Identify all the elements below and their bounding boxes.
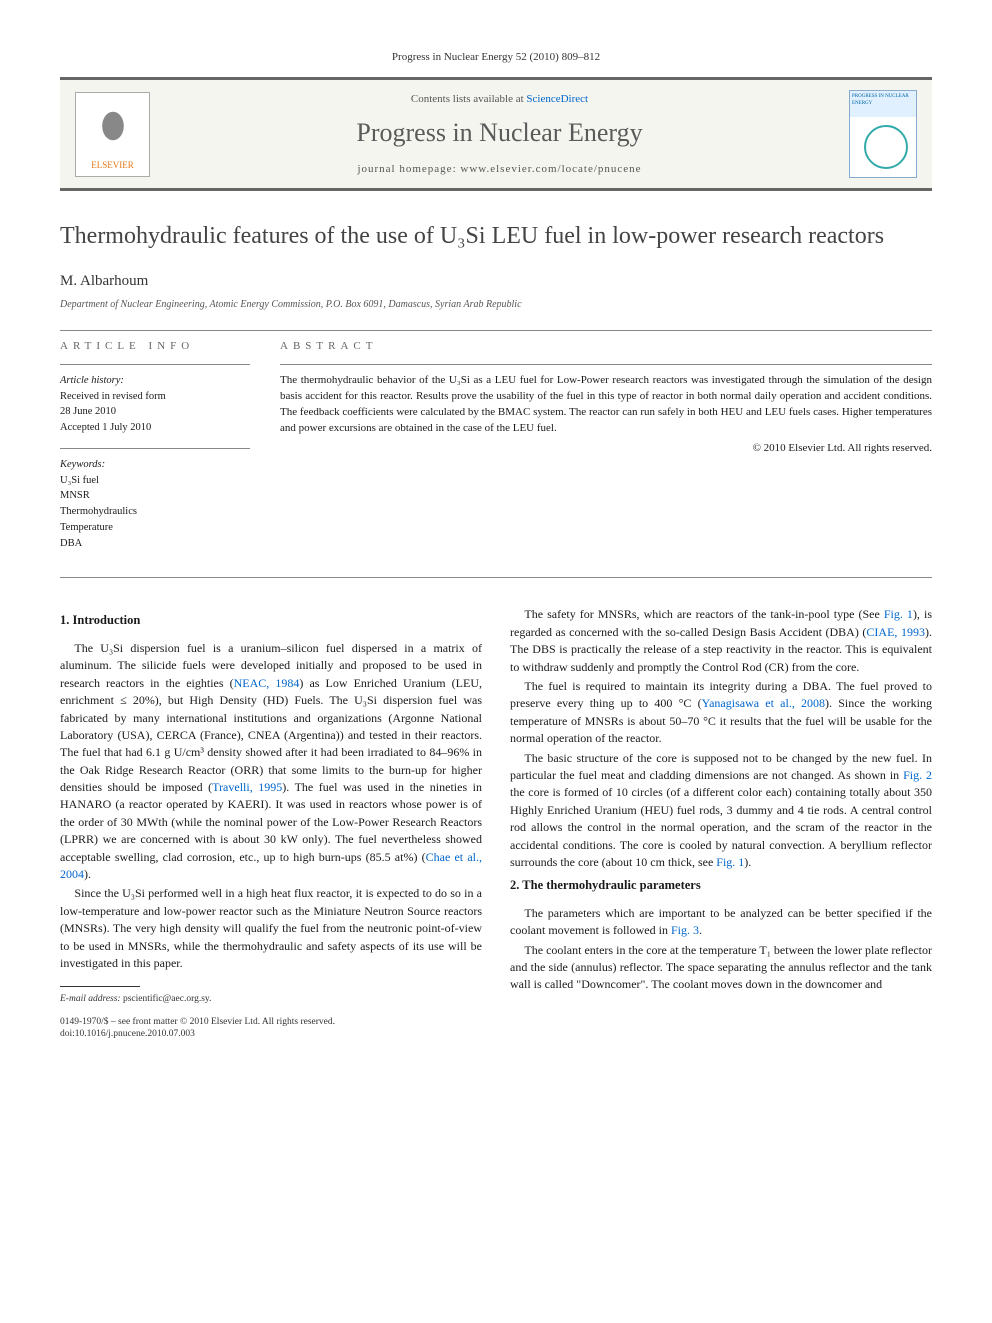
author-name: M. Albarhoum: [60, 271, 932, 292]
sciencedirect-link[interactable]: ScienceDirect: [526, 93, 588, 105]
keywords-block: Keywords: U₃Si fuel MNSR Thermohydraulic…: [60, 457, 250, 552]
keyword: DBA: [60, 536, 250, 552]
article-info-column: ARTICLE INFO Article history: Received i…: [60, 339, 250, 564]
page: Progress in Nuclear Energy 52 (2010) 809…: [0, 0, 992, 1090]
received-date: 28 June 2010: [60, 404, 250, 420]
paragraph: The basic structure of the core is suppo…: [510, 750, 932, 872]
citation-link[interactable]: Travelli, 1995: [212, 780, 282, 794]
keywords-label: Keywords:: [60, 457, 250, 473]
abstract-text: The thermohydraulic behavior of the U₃Si…: [280, 373, 932, 437]
text: The safety for MNSRs, which are reactors…: [524, 607, 883, 621]
elsevier-tree-icon: [88, 104, 138, 159]
citation-link[interactable]: CIAE, 1993: [866, 625, 925, 639]
paragraph: The parameters which are important to be…: [510, 905, 932, 940]
section-heading-thermohydraulic: 2. The thermohydraulic parameters: [510, 877, 932, 895]
email-label: E-mail address:: [60, 994, 123, 1004]
left-column: 1. Introduction The U₃Si dispersion fuel…: [60, 606, 482, 1040]
contents-prefix: Contents lists available at: [411, 93, 526, 105]
right-column: The safety for MNSRs, which are reactors…: [510, 606, 932, 1040]
journal-title: Progress in Nuclear Energy: [150, 115, 849, 151]
received-line: Received in revised form: [60, 389, 250, 405]
keyword: Temperature: [60, 520, 250, 536]
history-label: Article history:: [60, 373, 250, 389]
homepage-url[interactable]: www.elsevier.com/locate/pnucene: [460, 163, 641, 175]
journal-cover-thumb: PROGRESS IN NUCLEAR ENERGY: [849, 90, 917, 178]
doi-line: doi:10.1016/j.pnucene.2010.07.003: [60, 1028, 482, 1040]
journal-header-box: ELSEVIER Contents lists available at Sci…: [60, 77, 932, 191]
journal-reference: Progress in Nuclear Energy 52 (2010) 809…: [60, 50, 932, 65]
author-affiliation: Department of Nuclear Engineering, Atomi…: [60, 298, 932, 312]
paragraph: The U₃Si dispersion fuel is a uranium–si…: [60, 640, 482, 883]
body-columns: 1. Introduction The U₃Si dispersion fuel…: [60, 606, 932, 1040]
paragraph: Since the U₃Si performed well in a high …: [60, 885, 482, 972]
article-history: Article history: Received in revised for…: [60, 373, 250, 436]
cover-text: PROGRESS IN NUCLEAR ENERGY: [852, 94, 909, 106]
email-address[interactable]: pscientific@aec.org.sy: [123, 994, 209, 1004]
issn-line: 0149-1970/$ – see front matter © 2010 El…: [60, 1016, 482, 1028]
section-heading-introduction: 1. Introduction: [60, 612, 482, 630]
text: ).: [84, 867, 91, 881]
citation-link[interactable]: Yanagisawa et al., 2008: [702, 696, 825, 710]
homepage-line: journal homepage: www.elsevier.com/locat…: [150, 162, 849, 177]
figure-link[interactable]: Fig. 3: [671, 923, 699, 937]
divider: [280, 364, 932, 365]
email-footnote: E-mail address: pscientific@aec.org.sy.: [60, 993, 482, 1005]
elsevier-text: ELSEVIER: [91, 159, 134, 172]
text: ).: [744, 855, 751, 869]
keyword: U₃Si fuel: [60, 473, 250, 489]
homepage-prefix: journal homepage:: [357, 163, 460, 175]
abstract-column: ABSTRACT The thermohydraulic behavior of…: [280, 339, 932, 564]
text: The basic structure of the core is suppo…: [510, 751, 932, 782]
info-abstract-row: ARTICLE INFO Article history: Received i…: [60, 339, 932, 564]
abstract-copyright: © 2010 Elsevier Ltd. All rights reserved…: [280, 441, 932, 456]
keyword: Thermohydraulics: [60, 504, 250, 520]
text: ) as Low Enriched Uranium (LEU, enrichme…: [60, 676, 482, 794]
figure-link[interactable]: Fig. 1: [716, 855, 744, 869]
citation-link[interactable]: NEAC, 1984: [234, 676, 300, 690]
paragraph: The fuel is required to maintain its int…: [510, 678, 932, 748]
paragraph: The coolant enters in the core at the te…: [510, 942, 932, 994]
accepted-line: Accepted 1 July 2010: [60, 420, 250, 436]
footnote-separator: [60, 986, 140, 987]
elsevier-logo: ELSEVIER: [75, 92, 150, 177]
article-title: Thermohydraulic features of the use of U…: [60, 221, 932, 252]
divider: [60, 577, 932, 578]
contents-line: Contents lists available at ScienceDirec…: [150, 92, 849, 107]
paragraph: The safety for MNSRs, which are reactors…: [510, 606, 932, 676]
keyword: MNSR: [60, 488, 250, 504]
abstract-label: ABSTRACT: [280, 339, 932, 354]
text: The parameters which are important to be…: [510, 906, 932, 937]
divider: [60, 364, 250, 365]
divider: [60, 448, 250, 449]
info-label: ARTICLE INFO: [60, 339, 250, 354]
divider: [60, 330, 932, 331]
header-center: Contents lists available at ScienceDirec…: [150, 92, 849, 177]
text: .: [699, 923, 702, 937]
figure-link[interactable]: Fig. 1: [884, 607, 913, 621]
figure-link[interactable]: Fig. 2: [903, 768, 932, 782]
